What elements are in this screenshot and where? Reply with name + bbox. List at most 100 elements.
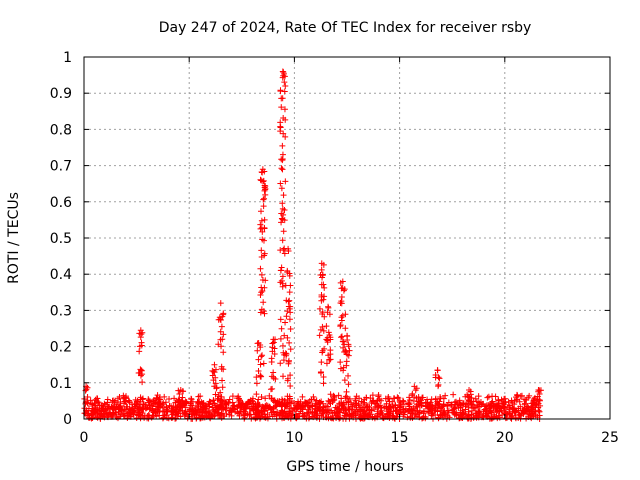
data-point xyxy=(343,388,350,395)
data-point xyxy=(203,403,210,410)
data-point xyxy=(257,265,264,272)
data-point xyxy=(101,400,108,407)
data-point xyxy=(278,210,285,217)
data-point xyxy=(259,166,266,173)
data-point xyxy=(432,407,439,414)
data-point xyxy=(125,397,132,404)
data-point xyxy=(218,393,225,400)
data-point xyxy=(473,412,480,419)
data-point xyxy=(285,360,292,367)
data-point xyxy=(338,300,345,307)
data-point xyxy=(329,410,336,417)
data-point xyxy=(189,398,196,405)
data-point xyxy=(280,357,287,364)
data-point xyxy=(422,403,429,410)
data-point xyxy=(279,68,286,75)
data-point xyxy=(284,267,291,274)
data-point xyxy=(277,247,284,254)
data-point xyxy=(323,323,330,330)
y-tick-label: 0.5 xyxy=(50,231,72,247)
data-point xyxy=(367,395,374,402)
data-point xyxy=(330,415,337,422)
data-point xyxy=(85,414,92,421)
data-point xyxy=(320,374,327,381)
data-point xyxy=(277,360,284,367)
data-point xyxy=(416,402,423,409)
data-point xyxy=(137,334,144,341)
y-tick-label: 0.4 xyxy=(50,267,72,283)
data-point xyxy=(181,412,188,419)
data-point xyxy=(326,398,333,405)
y-tick-label: 0.3 xyxy=(50,303,72,319)
data-point xyxy=(190,408,197,415)
data-point xyxy=(212,380,219,387)
data-point xyxy=(195,402,202,409)
data-point xyxy=(218,402,225,409)
data-point xyxy=(90,412,97,419)
data-point xyxy=(242,410,249,417)
data-point xyxy=(522,400,529,407)
data-point xyxy=(321,284,328,291)
data-point xyxy=(215,341,222,348)
data-point xyxy=(423,399,430,406)
data-point xyxy=(280,130,287,137)
data-point xyxy=(235,393,242,400)
data-point xyxy=(451,409,458,416)
data-point xyxy=(467,398,474,405)
data-point xyxy=(220,349,227,356)
data-point xyxy=(277,180,284,187)
data-point xyxy=(470,405,477,412)
data-point xyxy=(210,397,217,404)
data-point xyxy=(261,216,268,223)
data-point xyxy=(459,407,466,414)
data-point xyxy=(284,334,291,341)
data-point xyxy=(509,412,516,419)
data-point xyxy=(356,395,363,402)
data-point xyxy=(135,405,142,412)
data-point xyxy=(457,404,464,411)
data-point xyxy=(249,405,256,412)
data-point xyxy=(518,411,525,418)
data-point xyxy=(388,403,395,410)
data-point xyxy=(268,358,275,365)
data-point xyxy=(339,338,346,345)
data-point xyxy=(360,408,367,415)
data-point xyxy=(280,114,287,121)
data-point xyxy=(496,407,503,414)
data-point xyxy=(261,224,268,231)
data-point xyxy=(169,406,176,413)
data-point xyxy=(284,375,291,382)
data-point xyxy=(146,406,153,413)
data-point xyxy=(391,415,398,422)
data-points xyxy=(81,68,544,422)
data-point xyxy=(278,156,285,163)
data-point xyxy=(147,402,154,409)
data-point xyxy=(482,410,489,417)
data-point xyxy=(168,414,175,421)
data-point xyxy=(318,281,325,288)
data-point xyxy=(341,286,348,293)
data-point xyxy=(220,331,227,338)
data-point xyxy=(249,395,256,402)
data-point xyxy=(390,395,397,402)
data-point xyxy=(467,391,474,398)
data-point xyxy=(218,365,225,372)
data-point xyxy=(311,409,318,416)
data-point xyxy=(258,393,265,400)
data-point xyxy=(499,411,506,418)
data-point xyxy=(498,396,505,403)
data-point xyxy=(286,316,293,323)
data-point xyxy=(369,392,376,399)
data-point xyxy=(502,395,509,402)
data-point xyxy=(409,390,416,397)
data-point xyxy=(199,400,206,407)
data-point xyxy=(456,414,463,421)
data-point xyxy=(434,367,441,374)
data-point xyxy=(279,200,286,207)
data-point xyxy=(321,293,328,300)
data-point xyxy=(277,409,284,416)
y-tick-label: 0.6 xyxy=(50,195,72,211)
data-point xyxy=(150,412,157,419)
data-point xyxy=(258,284,265,291)
data-point xyxy=(357,413,364,420)
